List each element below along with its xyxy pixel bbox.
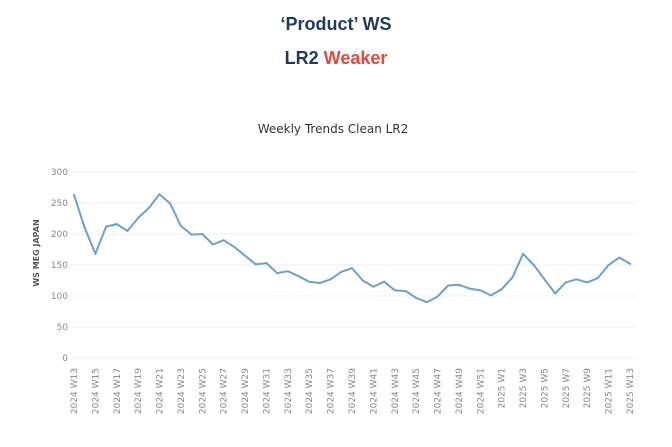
x-tick-label: 2024 W49 [455, 368, 465, 414]
data-point [222, 239, 225, 242]
data-point [94, 252, 97, 255]
data-point [158, 193, 161, 196]
vessel-class-label: LR2 [284, 48, 319, 68]
data-point [190, 233, 193, 236]
data-point [265, 262, 268, 265]
x-tick-label: 2025 W7 [562, 368, 572, 408]
data-point [351, 267, 353, 270]
y-tick-label: 50 [57, 323, 69, 333]
data-point [500, 288, 503, 291]
data-point [629, 262, 631, 265]
x-tick-label: 2024 W17 [113, 368, 123, 414]
y-tick-label: 100 [51, 292, 68, 302]
x-tick-label: 2024 W27 [220, 368, 230, 414]
data-point [479, 289, 482, 292]
data-point [586, 281, 589, 284]
data-point [201, 233, 204, 235]
data-point [383, 280, 386, 283]
chart-series [73, 193, 631, 304]
data-point [393, 289, 396, 292]
data-point [147, 207, 150, 209]
data-point [415, 296, 418, 299]
x-tick-label: 2024 W37 [327, 368, 337, 414]
x-tick-label: 2024 W51 [476, 368, 486, 414]
data-point [179, 224, 182, 227]
data-point [212, 243, 214, 246]
x-tick-label: 2024 W25 [198, 368, 208, 414]
data-point [244, 254, 247, 257]
data-point [404, 290, 407, 292]
x-tick-label: 2024 W35 [305, 368, 315, 414]
data-point [361, 279, 364, 282]
market-status-subtitle: LR2 Weaker [0, 48, 672, 69]
data-point [372, 285, 375, 288]
x-tick-label: 2024 W43 [391, 368, 401, 414]
x-tick-label: 2024 W23 [177, 368, 187, 414]
data-point [468, 287, 471, 290]
x-tick-label: 2024 W33 [284, 368, 294, 414]
x-tick-label: 2024 W29 [241, 368, 251, 414]
data-point [607, 264, 610, 266]
data-point [329, 278, 332, 281]
y-axis-label: WS MEG JAPAN [32, 219, 41, 286]
data-point [543, 278, 546, 281]
x-tick-label: 2024 W47 [434, 368, 444, 414]
data-point [276, 272, 279, 275]
data-point [425, 301, 428, 304]
data-point [254, 263, 257, 266]
y-axis: 0 50 100 150 200 250 300 [51, 168, 68, 364]
data-point [490, 294, 492, 297]
y-tick-label: 200 [51, 230, 68, 240]
x-tick-label: 2024 W39 [348, 368, 358, 414]
page-title: ‘Product’ WS [280, 14, 392, 34]
x-tick-label: 2025 W3 [519, 368, 529, 408]
data-point [554, 292, 557, 295]
x-tick-label: 2024 W21 [156, 368, 166, 414]
x-axis: 2024 W13 2024 W15 2024 W17 2024 W19 2024 W21… [70, 368, 636, 414]
data-point [457, 283, 460, 286]
data-point [575, 278, 578, 281]
data-point [137, 216, 140, 219]
y-tick-label: 150 [51, 261, 68, 271]
data-point [73, 193, 75, 196]
data-point [318, 282, 321, 284]
y-tick-label: 0 [62, 354, 68, 364]
x-tick-label: 2025 W11 [605, 368, 615, 414]
data-point [447, 284, 450, 287]
data-point [169, 202, 172, 205]
x-tick-label: 2025 W9 [583, 368, 593, 409]
market-status-label: Weaker [323, 48, 388, 68]
data-point [340, 270, 343, 273]
chart-grid [72, 171, 636, 359]
x-tick-label: 2024 W41 [369, 368, 379, 414]
x-tick-label: 2024 W45 [412, 368, 422, 414]
y-tick-label: 250 [51, 199, 68, 209]
data-point [308, 280, 311, 283]
data-point [522, 252, 525, 255]
x-tick-label: 2024 W15 [91, 368, 101, 414]
x-tick-label: 2025 W13 [626, 368, 636, 414]
data-point [126, 229, 129, 232]
x-tick-label: 2024 W31 [262, 368, 272, 414]
data-point [297, 275, 300, 278]
data-point [532, 264, 535, 266]
data-point [564, 281, 567, 284]
data-point [105, 225, 108, 228]
data-point [596, 277, 599, 279]
x-tick-label: 2024 W13 [70, 368, 80, 414]
data-point [511, 276, 514, 279]
data-point [436, 295, 439, 298]
data-point [618, 256, 621, 259]
series-line [73, 193, 631, 304]
data-point [83, 226, 86, 229]
chart-title: Weekly Trends Clean LR2 [258, 122, 409, 136]
x-tick-label: 2025 W5 [540, 368, 550, 408]
data-point [115, 223, 118, 226]
y-tick-label: 300 [51, 168, 68, 178]
data-point [286, 270, 289, 273]
x-tick-label: 2024 W19 [134, 368, 144, 414]
data-point [233, 246, 236, 248]
x-tick-label: 2025 W1 [498, 368, 508, 408]
